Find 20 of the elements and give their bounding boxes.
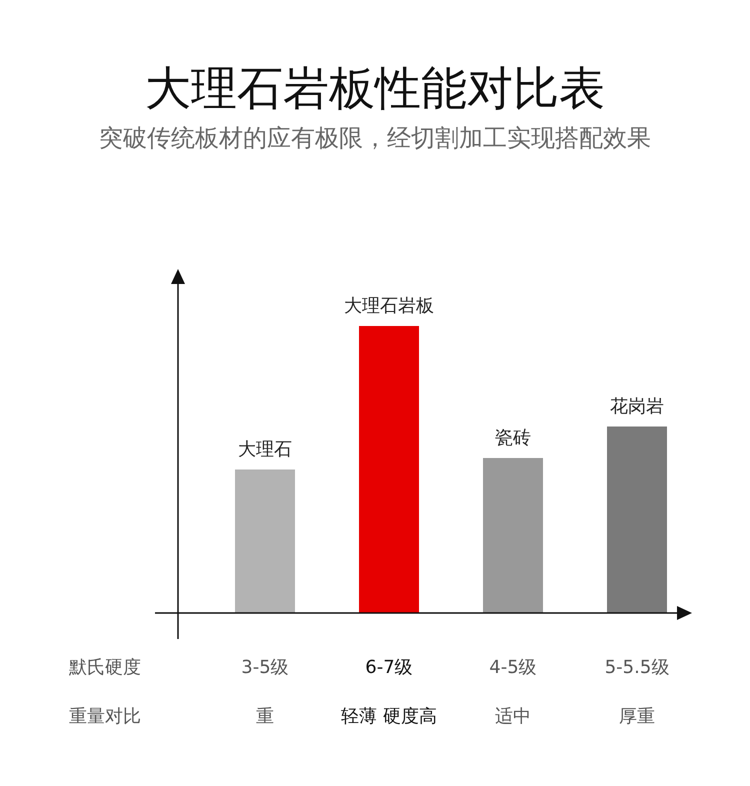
text: 重量对比 — [68, 705, 142, 728]
text: 轻薄 硬度高 — [340, 705, 438, 728]
text: 适中 — [495, 706, 531, 727]
x-tick-label: 大理石岩板 — [344, 296, 434, 317]
text: 5-5.5级 — [604, 656, 670, 679]
text: 默氏硬度 — [68, 656, 142, 679]
text: 重 — [256, 706, 274, 727]
text: 6-7级 — [364, 656, 414, 679]
text: 3-5级 — [240, 656, 290, 679]
text: 4-5级 — [488, 656, 538, 679]
x-tick-label: 瓷砖 — [495, 428, 531, 449]
bar — [483, 458, 543, 613]
text: 厚重 — [618, 705, 656, 728]
x-tick-label: 花岗岩 — [610, 396, 664, 418]
bar — [359, 326, 419, 613]
bar — [235, 470, 295, 613]
chart-title: 大理石岩板性能对比表 — [144, 60, 606, 117]
x-tick-label: 大理石 — [238, 439, 292, 460]
chart-subtitle: 突破传统板材的应有极限，经切割加工实现搭配效果 — [98, 123, 652, 154]
bar — [607, 426, 667, 613]
